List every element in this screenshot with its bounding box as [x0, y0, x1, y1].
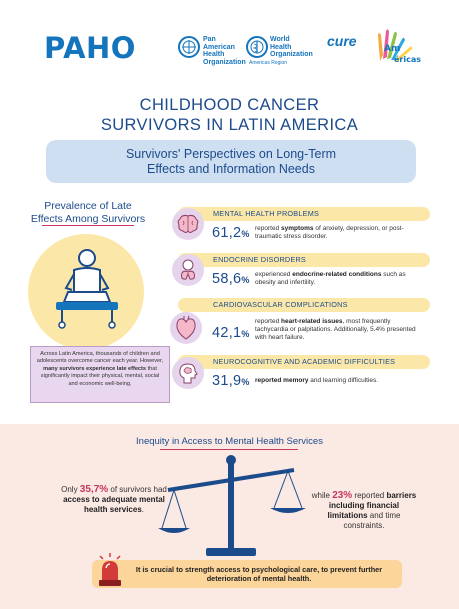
barriers-value: 23%	[332, 490, 353, 501]
access-text: Only	[61, 485, 80, 494]
stat-percent: 42,1%	[212, 325, 250, 341]
category-bar-mental-health: MENTAL HEALTH PROBLEMS	[178, 207, 430, 221]
child-in-bed-icon	[56, 249, 118, 329]
org1-line: Health	[203, 51, 225, 58]
desc-text: such as obesity and infertility.	[255, 271, 406, 286]
access-text: .	[141, 505, 145, 514]
stat-percent: 31,9%	[212, 373, 250, 389]
org2-line: Organization	[270, 51, 313, 58]
access-bold: access to adequate mental health service…	[63, 495, 165, 514]
paho-logo: PAHO	[44, 31, 136, 65]
org2-line: World Health	[270, 36, 292, 51]
access-value: 35,7%	[79, 484, 109, 495]
percent-value: 42,1	[212, 325, 242, 341]
context-box: Across Latin America, thousands of child…	[30, 346, 170, 403]
who-org-name: World Health Organization	[270, 36, 313, 59]
page-title: CHILDHOOD CANCER SURVIVORS IN LATIN AMER…	[0, 95, 459, 135]
context-text-2: that significantly impact their physical…	[40, 365, 160, 387]
desc-text: of anxiety, depression, or post-traumati…	[255, 225, 404, 240]
context-text-1: Across Latin America, thousands of child…	[36, 351, 164, 365]
stat-percent: 61,2%	[212, 225, 250, 241]
inequity-title: Inequity in Access to Mental Health Serv…	[136, 436, 323, 447]
org1-line: Organization	[203, 58, 246, 66]
barriers-text: reported	[352, 491, 387, 500]
desc-bold: heart-related issues	[281, 318, 343, 325]
heart-icon	[170, 312, 202, 344]
who-region: Americas Region	[249, 60, 288, 66]
prevalence-title: Prevalence of Late Effects Among Survivo…	[30, 200, 146, 225]
stat-description: reported heart-related issues, most freq…	[255, 318, 425, 342]
desc-text: , most frequently tachycardia or palpita…	[255, 318, 416, 341]
brain-icon	[172, 208, 204, 240]
desc-text: experienced	[255, 271, 293, 278]
stat-description: experienced endocrine-related conditions…	[255, 271, 425, 287]
desc-bold: endocrine-related conditions	[292, 271, 382, 278]
who-emblem-icon	[246, 36, 268, 58]
svg-text:éricas: éricas	[394, 54, 421, 64]
org1-line: Pan American	[203, 36, 235, 51]
barriers-text: and time constraints.	[343, 511, 401, 530]
desc-bold: symptoms	[281, 225, 314, 232]
percent-value: 58,6	[212, 271, 242, 287]
context-text-bold: many survivors experience late effects	[43, 365, 147, 372]
category-bar-endocrine: ENDOCRINE DISORDERS	[178, 253, 430, 267]
divider	[42, 225, 134, 226]
thyroid-icon	[172, 254, 204, 286]
category-bar-neurocognitive: NEUROCOGNITIVE AND ACADEMIC DIFFICULTIES	[178, 355, 430, 369]
cure-logo-word: cure	[327, 33, 357, 49]
stat-description: reported symptoms of anxiety, depression…	[255, 225, 425, 241]
access-text: of survivors had	[108, 485, 167, 494]
subtitle-text: Survivors' Perspectives on Long-Term Eff…	[125, 146, 337, 176]
balance-scale-icon	[158, 455, 306, 556]
percent-symbol: %	[241, 377, 250, 387]
access-stat: Only 35,7% of survivors had access to ad…	[58, 485, 170, 515]
head-brain-icon	[172, 357, 204, 389]
cure-americas-logo-icon: Am éricas	[378, 29, 421, 64]
percent-value: 61,2	[212, 225, 242, 241]
desc-text: and learning difficulties.	[308, 377, 379, 384]
divider	[160, 449, 298, 450]
percent-symbol: %	[241, 229, 250, 239]
desc-bold: reported memory	[255, 377, 309, 384]
desc-text: reported	[255, 318, 282, 325]
title-line-2: SURVIVORS IN LATIN AMERICA	[100, 116, 359, 134]
category-bar-cardiovascular: CARDIOVASCULAR COMPLICATIONS	[178, 298, 430, 312]
percent-value: 31,9	[212, 373, 242, 389]
paho-emblem-icon	[178, 36, 200, 58]
percent-symbol: %	[241, 275, 250, 285]
barriers-bold: barriers including financial limitations	[327, 491, 417, 520]
svg-text:Am: Am	[384, 44, 400, 54]
barriers-stat: while 23% reported barriers including fi…	[308, 491, 420, 531]
subtitle-banner: Survivors' Perspectives on Long-Term Eff…	[46, 140, 416, 183]
alarm-siren-icon	[99, 553, 121, 586]
callout-text: It is crucial to strength access to psyc…	[135, 565, 383, 583]
paho-org-name: Pan American Health Organization	[203, 36, 247, 66]
callout-box: It is crucial to strength access to psyc…	[92, 560, 402, 588]
percent-symbol: %	[241, 329, 250, 339]
barriers-text: while	[311, 491, 333, 500]
title-line-1: CHILDHOOD CANCER	[139, 96, 320, 114]
stat-percent: 58,6%	[212, 271, 250, 287]
desc-text: reported	[255, 225, 282, 232]
stat-description: reported memory and learning difficultie…	[255, 377, 425, 385]
